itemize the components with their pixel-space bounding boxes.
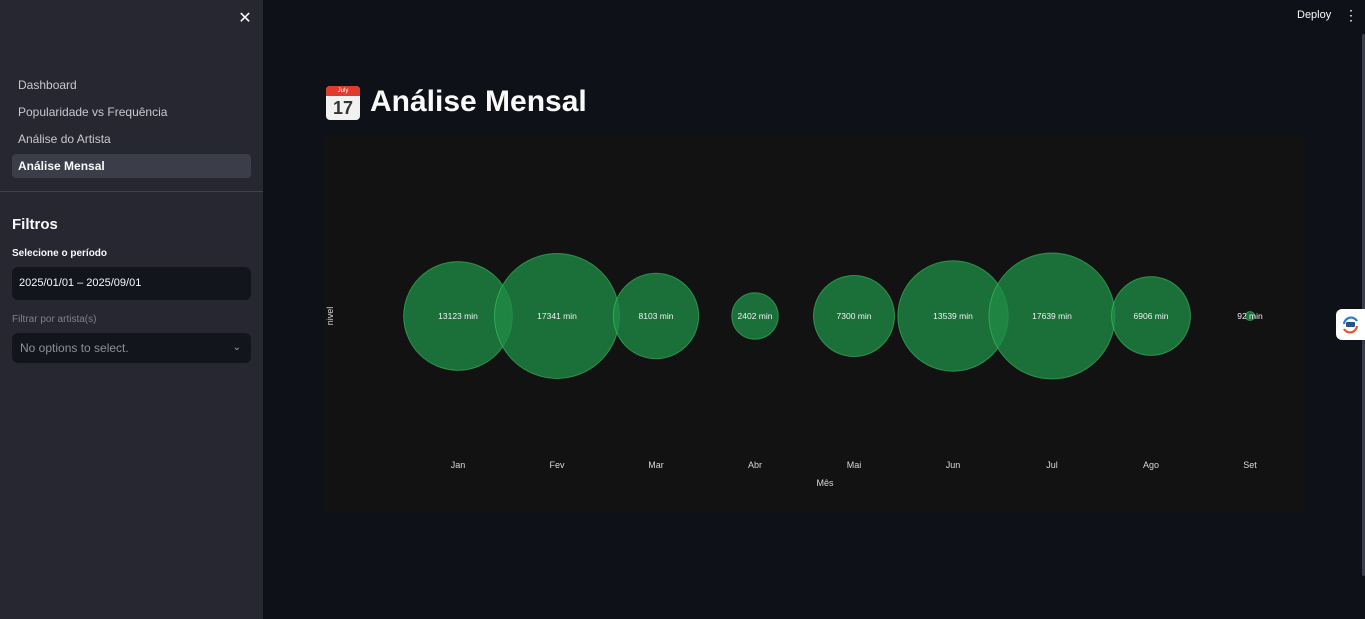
data-label: 6906 min (1134, 311, 1169, 321)
x-tick-label: Fev (549, 460, 565, 470)
nav-item-analise-mensal[interactable]: Análise Mensal (12, 154, 251, 178)
sidebar-nav: Dashboard Popularidade vs Frequência Aná… (12, 73, 251, 181)
x-tick-label: Set (1243, 460, 1257, 470)
data-label: 92 min (1237, 311, 1263, 321)
data-label: 8103 min (639, 311, 674, 321)
y-axis-label: nivel (325, 307, 335, 326)
artist-filter-select[interactable]: No options to select. ⌄ (12, 333, 251, 363)
x-axis-label: Mês (816, 478, 834, 488)
deploy-button[interactable]: Deploy (1297, 9, 1332, 21)
x-tick-label: Jul (1046, 460, 1058, 470)
close-sidebar-icon[interactable]: ✕ (238, 10, 252, 27)
bubble-abr[interactable] (731, 292, 779, 340)
x-tick-label: Mai (847, 460, 862, 470)
x-tick-label: Abr (748, 460, 762, 470)
chevron-down-icon: ⌄ (232, 342, 241, 353)
data-label: 13539 min (933, 311, 973, 321)
artist-filter-placeholder: No options to select. (20, 341, 129, 355)
sync-widget-icon[interactable] (1336, 309, 1365, 340)
bubble-mai[interactable] (812, 274, 896, 358)
nav-item-dashboard[interactable]: Dashboard (18, 78, 77, 92)
x-tick-label: Jun (946, 460, 961, 470)
bubble-mar[interactable] (612, 272, 700, 360)
x-tick-label: Ago (1143, 460, 1159, 470)
data-label: 2402 min (738, 311, 773, 321)
sidebar: ✕ Dashboard Popularidade vs Frequência A… (0, 0, 263, 619)
chart-svg: 13123 min 17341 min 8103 min 2402 min 7300 m… (325, 252, 1263, 488)
nav-item-analise-artista[interactable]: Análise do Artista (18, 132, 111, 146)
data-label: 13123 min (438, 311, 478, 321)
filters-title: Filtros (12, 216, 58, 233)
period-label: Selecione o período (12, 248, 108, 259)
scrollbar[interactable] (1362, 34, 1365, 576)
data-label: 17639 min (1032, 311, 1072, 321)
artist-filter-label: Filtrar por artista(s) (12, 314, 97, 325)
date-range-input[interactable]: 2025/01/01 – 2025/09/01 (12, 267, 251, 300)
data-label: 17341 min (537, 311, 577, 321)
nav-item-popularidade[interactable]: Popularidade vs Frequência (18, 105, 168, 119)
bubble-chart: 13123 min 17341 min 8103 min 2402 min 7300 m… (323, 136, 1305, 512)
bubble-set[interactable] (1244, 310, 1256, 322)
calendar-icon: July 17 (326, 86, 360, 120)
data-label: 7300 min (837, 311, 872, 321)
main-menu-icon[interactable]: ⋮ (1344, 7, 1358, 23)
sidebar-divider (0, 191, 263, 192)
page-title: Análise Mensal (370, 85, 587, 118)
x-tick-label: Jan (451, 460, 466, 470)
x-tick-label: Mar (648, 460, 664, 470)
bubble-ago[interactable] (1111, 276, 1191, 356)
